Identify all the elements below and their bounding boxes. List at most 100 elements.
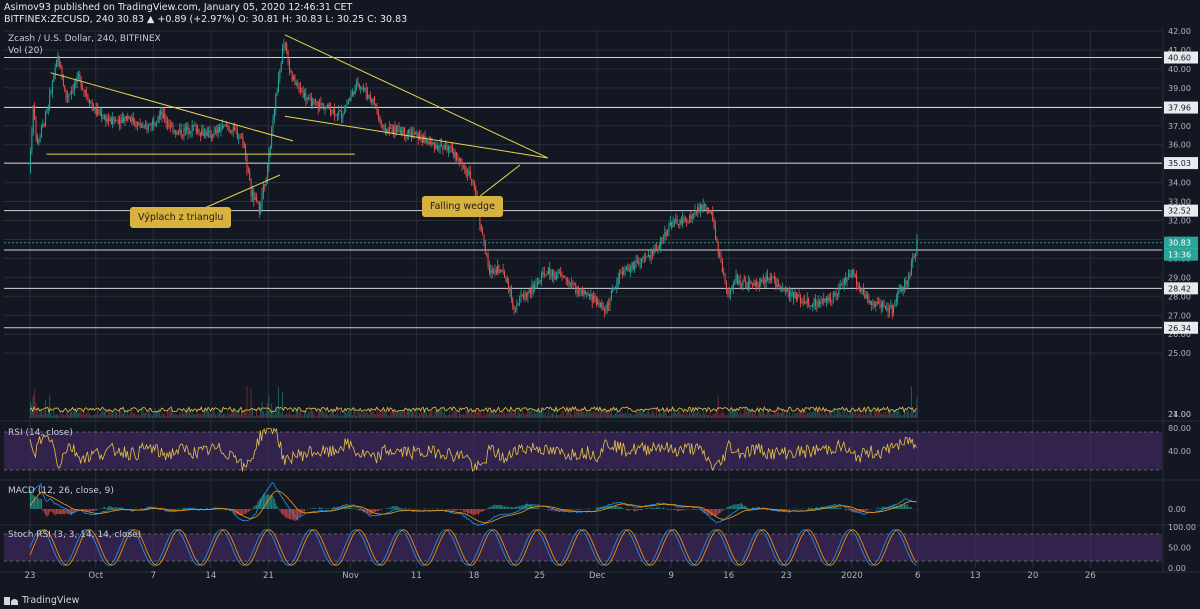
candle-body	[891, 305, 893, 314]
candle-body	[867, 295, 869, 299]
candle-body	[138, 122, 140, 124]
macd-histogram-bar	[469, 509, 471, 514]
macd-histogram-bar	[283, 509, 285, 516]
macd-histogram-bar	[409, 508, 411, 509]
volume-bar	[680, 413, 682, 418]
stoch-tick-label: 50.00	[1168, 544, 1191, 553]
candle-body	[598, 302, 600, 307]
candle-body	[108, 118, 110, 122]
candle-body	[342, 114, 344, 118]
volume-bar	[669, 415, 671, 418]
candle-body	[549, 267, 551, 275]
macd-histogram-bar	[823, 507, 825, 509]
volume-bar	[624, 412, 626, 418]
volume-bar	[309, 410, 311, 418]
candle-body	[902, 287, 904, 291]
macd-histogram-bar	[342, 505, 344, 509]
macd-histogram-bar	[749, 508, 751, 509]
candle-body	[516, 303, 518, 308]
volume-bar	[853, 413, 855, 418]
volume-bar	[406, 408, 408, 418]
candle-body	[616, 281, 618, 288]
volume-bar	[643, 413, 645, 418]
candle-body	[105, 116, 107, 122]
macd-histogram-bar	[865, 509, 867, 511]
volume-bar	[912, 411, 914, 418]
candle-body	[283, 43, 285, 49]
candle-body	[282, 48, 284, 63]
candle-body	[699, 204, 701, 212]
price-tick-label: 34.00	[1168, 179, 1191, 188]
volume-bar	[432, 415, 434, 418]
candle-body	[497, 265, 499, 274]
macd-histogram-bar	[576, 509, 578, 511]
candle-body	[821, 299, 823, 301]
candle-body	[630, 267, 632, 271]
candle-body	[394, 125, 396, 133]
candle-body	[823, 298, 825, 301]
candle-body	[42, 123, 44, 128]
macd-histogram-bar	[849, 509, 851, 511]
candle-body	[160, 111, 162, 116]
price-level-tag-label: 40.60	[1168, 54, 1191, 63]
candle-body	[782, 288, 784, 290]
macd-histogram-bar	[453, 509, 455, 511]
candle-body	[736, 275, 738, 283]
volume-bar	[586, 409, 588, 418]
volume-bar	[323, 411, 325, 418]
volume-bar	[513, 409, 515, 418]
volume-bar	[182, 410, 184, 418]
volume-bar	[836, 409, 838, 418]
macd-histogram-bar	[177, 508, 179, 509]
candle-body	[841, 284, 843, 286]
macd-histogram-bar	[50, 509, 52, 512]
volume-bar	[401, 409, 403, 418]
volume-bar	[101, 409, 103, 418]
volume-bar	[116, 412, 118, 418]
candle-body	[735, 275, 737, 283]
candle-body	[645, 257, 647, 259]
volume-bar	[742, 413, 744, 418]
candle-body	[791, 292, 793, 293]
macd-histogram-bar	[613, 505, 615, 509]
candle-body	[82, 87, 84, 90]
macd-histogram-bar	[458, 509, 460, 510]
candle-body	[654, 248, 656, 252]
volume-bar	[573, 408, 575, 418]
candle-body	[113, 117, 115, 122]
candle-body	[136, 122, 138, 127]
candle-body	[909, 274, 911, 276]
candle-body	[484, 244, 486, 254]
volume-bar	[716, 411, 718, 418]
volume-bar	[845, 414, 847, 418]
candle-body	[294, 76, 296, 85]
volume-bar	[536, 411, 538, 418]
volume-bar	[393, 410, 395, 418]
volume-bar	[49, 395, 51, 418]
volume-bar	[449, 410, 451, 418]
volume-bar	[277, 387, 279, 418]
candle-body	[180, 129, 182, 135]
candle-body	[424, 135, 426, 144]
volume-bar	[775, 410, 777, 418]
candle-body	[153, 120, 155, 125]
volume-bar	[761, 411, 763, 418]
candle-body	[746, 282, 748, 288]
candle-body	[756, 282, 758, 286]
macd-histogram-bar	[706, 509, 708, 515]
macd-histogram-bar	[313, 507, 315, 509]
macd-histogram-bar	[64, 509, 66, 515]
candle-body	[646, 256, 648, 258]
candle-body	[280, 62, 282, 70]
candle-body	[350, 94, 352, 99]
macd-histogram-bar	[360, 509, 362, 511]
macd-histogram-bar	[88, 509, 90, 512]
volume-bar	[872, 415, 874, 418]
rsi-tick-label: 40.00	[1168, 447, 1191, 456]
macd-histogram-bar	[646, 508, 648, 509]
countdown-tag	[1164, 248, 1198, 261]
candle-body	[194, 125, 196, 127]
candle-body	[372, 98, 374, 103]
volume-bar	[134, 412, 136, 418]
